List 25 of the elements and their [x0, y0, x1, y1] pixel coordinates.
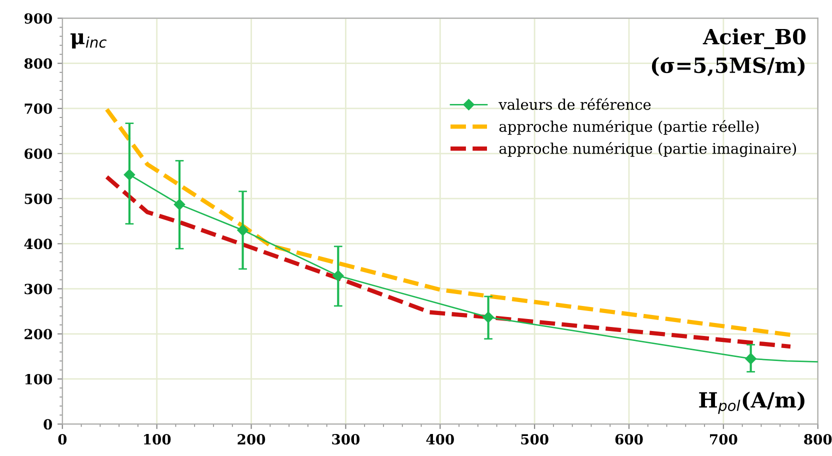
- y-tick-label: 500: [24, 194, 52, 204]
- legend-label: approche numérique (partie réelle): [499, 120, 759, 135]
- x-tick-label: 100: [144, 434, 171, 445]
- y-tick-label: 800: [24, 58, 52, 69]
- y-tick-label: 600: [24, 148, 52, 159]
- x-tick-label: 500: [521, 434, 548, 445]
- y-tick-label: 200: [24, 328, 52, 340]
- x-tick-label: 300: [332, 434, 360, 445]
- text: Acier_B0 (σ=5,5MS/m): [652, 28, 806, 76]
- y-tick-label: 0: [44, 419, 52, 430]
- y-tick-label: 300: [24, 284, 52, 294]
- x-tick-label: 0: [58, 434, 67, 445]
- y-axis-title: μ$_{inc}$: [70, 33, 107, 48]
- legend-label: valeurs de référence: [498, 98, 651, 110]
- x-tick-label: 200: [238, 434, 266, 445]
- y-tick-label: 900: [24, 13, 52, 24]
- y-tick-label: 700: [24, 103, 52, 114]
- y-tick-label: 400: [24, 238, 52, 250]
- x-tick-label: 400: [426, 434, 454, 445]
- y-tick-label: 100: [25, 374, 52, 384]
- x-tick-label: 800: [804, 434, 832, 445]
- x-tick-label: 600: [615, 434, 643, 445]
- legend-label: approche numérique (partie imaginaire): [499, 142, 796, 157]
- x-tick-label: 700: [710, 434, 738, 445]
- x-axis-title: H$_{pol}$(A/m): [699, 392, 804, 414]
